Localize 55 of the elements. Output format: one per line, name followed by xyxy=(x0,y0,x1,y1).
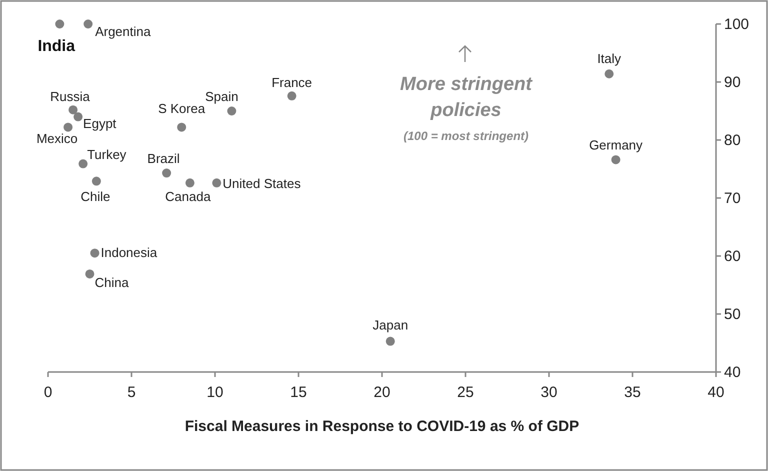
series-label: Spain xyxy=(205,89,238,104)
x-axis-title: Fiscal Measures in Response to COVID-19 as % of GDP xyxy=(184,418,580,435)
series-label: Mexico xyxy=(36,131,78,146)
point xyxy=(90,248,100,258)
y-tick-label: 50 xyxy=(724,306,741,323)
point xyxy=(85,269,94,278)
point xyxy=(64,122,73,132)
series-label: Chile xyxy=(80,189,110,204)
point xyxy=(74,112,83,122)
annotation: (100 = most stringent) xyxy=(403,129,529,143)
x-tick-label: 0 xyxy=(44,384,52,401)
point xyxy=(84,20,93,28)
x-tick-label: 10 xyxy=(206,384,224,401)
series-label: Japan xyxy=(372,317,408,332)
y-tick-label: 40 xyxy=(724,364,741,381)
point xyxy=(177,122,186,132)
series-label: Italy xyxy=(597,50,622,66)
point xyxy=(185,178,194,188)
x-tick-label: 30 xyxy=(540,384,558,401)
x-tick-label: 20 xyxy=(374,384,390,401)
series-label: Canada xyxy=(165,188,212,204)
point xyxy=(68,105,78,114)
y-tick-label: 100 xyxy=(724,16,750,33)
series-label: Germany xyxy=(589,138,644,153)
x-tick-label: 40 xyxy=(708,384,724,401)
y-tick-label: 80 xyxy=(724,132,741,149)
series-label: China xyxy=(94,274,130,290)
point xyxy=(287,91,296,100)
point xyxy=(92,176,101,186)
point xyxy=(611,155,620,164)
point xyxy=(604,69,614,78)
series-label: Indonesia xyxy=(100,245,158,260)
x-tick-label: 35 xyxy=(624,384,641,401)
x-tick-label: 15 xyxy=(290,384,307,401)
point xyxy=(55,20,64,28)
series-label: France xyxy=(272,74,312,90)
y-tick-label: 70 xyxy=(724,190,741,207)
series-label: Egypt xyxy=(83,116,117,131)
series-label: S Korea xyxy=(158,101,206,116)
point xyxy=(227,106,236,116)
series-label: Russia xyxy=(50,88,91,104)
series-label: Brazil xyxy=(147,151,180,166)
series-label: India xyxy=(38,38,76,55)
x-tick-label: 25 xyxy=(457,384,474,401)
point xyxy=(78,159,88,168)
series-label: Turkey xyxy=(87,146,127,162)
point xyxy=(212,178,222,188)
annotation: More stringent policies xyxy=(400,74,533,121)
y-tick-label: 60 xyxy=(724,248,741,265)
y-tick-label: 90 xyxy=(724,74,741,91)
x-tick-label: 5 xyxy=(127,384,136,401)
series-label: United States xyxy=(222,176,302,191)
point xyxy=(386,336,395,346)
series-label: Argentina xyxy=(95,24,152,39)
point xyxy=(162,168,172,178)
